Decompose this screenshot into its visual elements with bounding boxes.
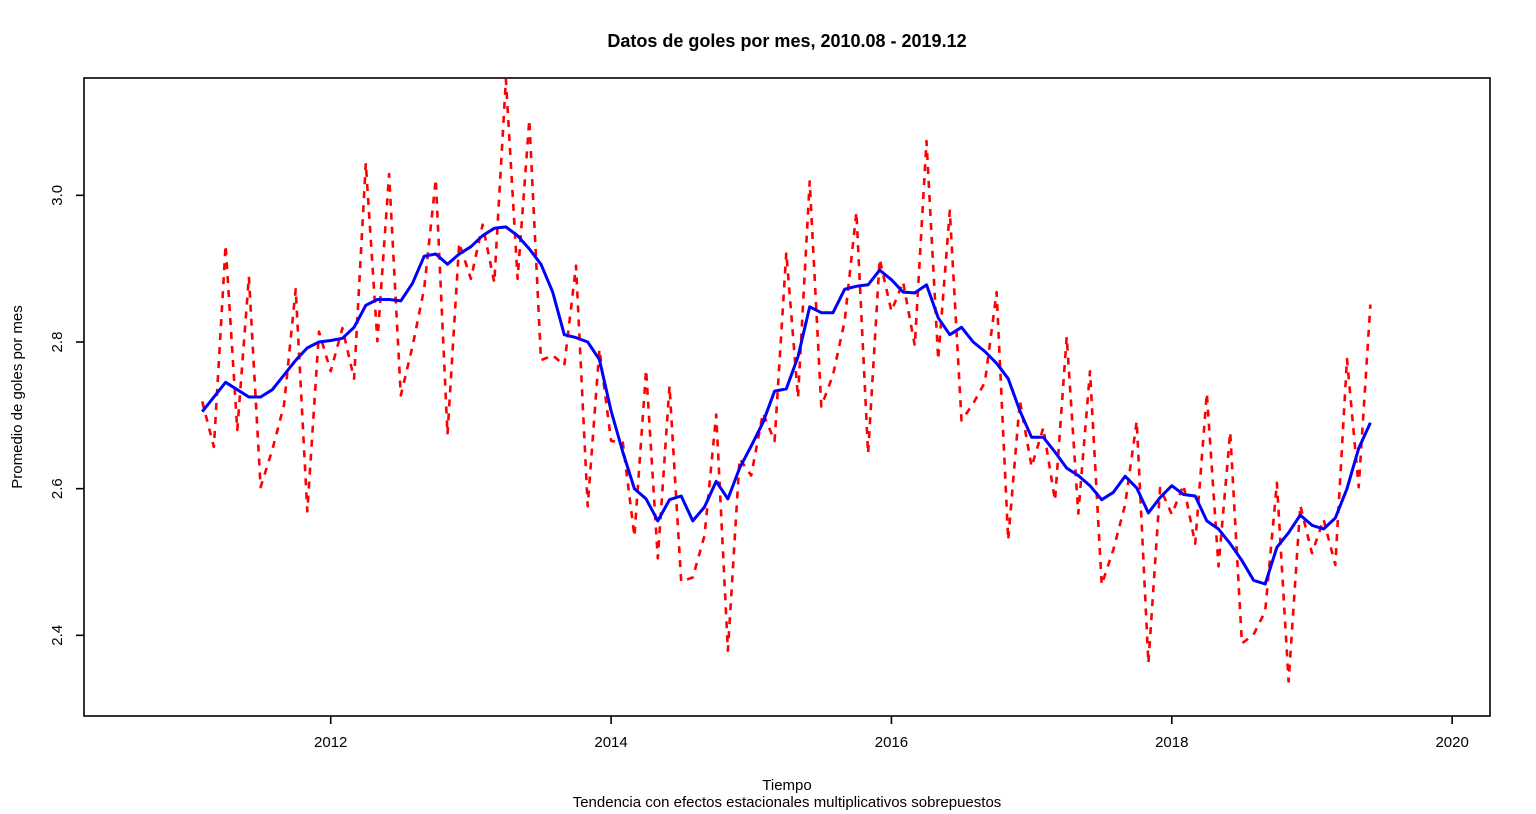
x-tick-label: 2012 (314, 734, 347, 751)
chart-title: Datos de goles por mes, 2010.08 - 2019.1… (607, 31, 966, 51)
seasonal-data-line (200, 78, 1372, 683)
x-tick-label: 2018 (1155, 734, 1188, 751)
x-tick-label: 2020 (1435, 734, 1468, 751)
y-axis-label: Promedio de goles por mes (9, 305, 26, 488)
x-tick-label: 2014 (594, 734, 627, 751)
y-tick-label: 2.6 (49, 478, 66, 499)
trend-line (201, 225, 1372, 586)
plot-area: 2012 2014 2016 2018 2020 2.4 2.6 2.8 3.0 (49, 77, 1491, 751)
x-tick-label: 2016 (875, 734, 908, 751)
x-axis-sublabel: Tendencia con efectos estacionales multi… (573, 794, 1002, 811)
y-tick-label: 2.8 (49, 332, 66, 353)
y-tick-label: 3.0 (49, 185, 66, 206)
y-tick-label: 2.4 (49, 625, 66, 646)
x-axis-label: Tiempo (762, 777, 811, 794)
plot-frame (83, 77, 1491, 717)
